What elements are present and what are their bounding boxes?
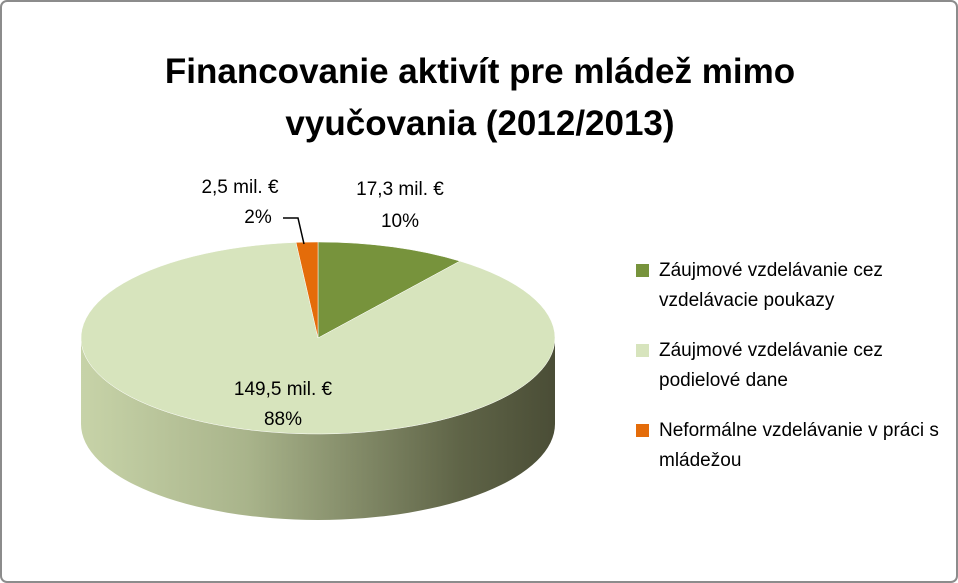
pie	[80, 241, 556, 520]
legend-label: Záujmové vzdelávanie cez vzdelávacie pou…	[659, 260, 883, 311]
percent-label: 2%	[244, 207, 272, 228]
legend-swatch	[636, 264, 649, 277]
data-label: 149,5 mil. €	[234, 379, 333, 400]
percent-label: 88%	[264, 409, 302, 430]
pie-slice	[80, 242, 556, 435]
pie-slice	[295, 241, 319, 339]
chart-title: Financovanie aktivít pre mládež mimo vyuč…	[165, 52, 795, 143]
legend-item: Záujmové vzdelávanie cez vzdelávacie pou…	[636, 256, 954, 316]
legend-item: Záujmové vzdelávanie cez podielové dane	[636, 336, 954, 396]
legend: Záujmové vzdelávanie cez vzdelávacie pou…	[636, 256, 954, 496]
legend-item: Neformálne vzdelávanie v práci s mládežo…	[636, 416, 954, 476]
percent-label: 10%	[381, 211, 419, 232]
legend-label: Neformálne vzdelávanie v práci s mládežo…	[659, 420, 939, 471]
pie-slice	[317, 241, 461, 339]
data-label: 2,5 mil. €	[201, 177, 279, 198]
legend-swatch	[636, 424, 649, 437]
legend-label: Záujmové vzdelávanie cez podielové dane	[659, 340, 883, 391]
leader-line	[283, 217, 305, 245]
pie-side	[81, 338, 555, 520]
legend-swatch	[636, 344, 649, 357]
data-label: 17,3 mil. €	[356, 179, 444, 200]
